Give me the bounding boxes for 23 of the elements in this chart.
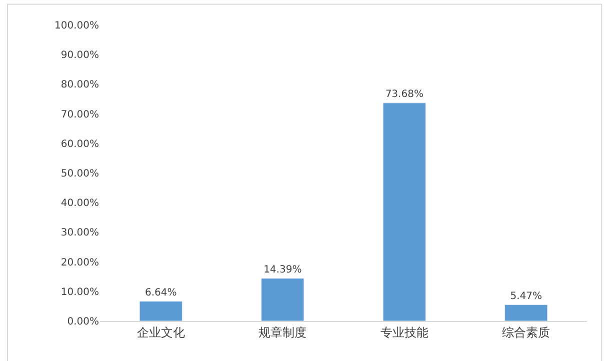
x-tick-label: 综合素质 bbox=[502, 325, 550, 340]
data-label: 14.39% bbox=[264, 264, 302, 276]
y-tick-label: 0.00% bbox=[67, 316, 99, 328]
y-tick-label: 80.00% bbox=[60, 80, 99, 91]
y-tick-label: 90.00% bbox=[60, 50, 99, 62]
y-tick-label: 10.00% bbox=[60, 286, 99, 298]
bar bbox=[261, 278, 304, 321]
y-tick-label: 100.00% bbox=[54, 20, 99, 32]
y-tick-label: 20.00% bbox=[60, 257, 99, 268]
y-tick-label: 50.00% bbox=[60, 168, 99, 180]
y-tick-label: 70.00% bbox=[60, 109, 99, 120]
x-tick-label: 规章制度 bbox=[258, 325, 307, 340]
data-label: 73.68% bbox=[385, 88, 424, 100]
bar bbox=[504, 304, 548, 321]
y-tick-label: 30.00% bbox=[60, 228, 99, 239]
y-tick-label: 60.00% bbox=[60, 138, 99, 150]
y-tick-label: 40.00% bbox=[60, 198, 99, 210]
x-tick-label: 企业文化 bbox=[136, 325, 185, 340]
data-label: 5.47% bbox=[510, 290, 542, 302]
bar bbox=[139, 301, 182, 321]
x-tick-label: 专业技能 bbox=[380, 325, 428, 340]
data-label: 6.64% bbox=[144, 287, 177, 298]
bar bbox=[382, 102, 426, 321]
